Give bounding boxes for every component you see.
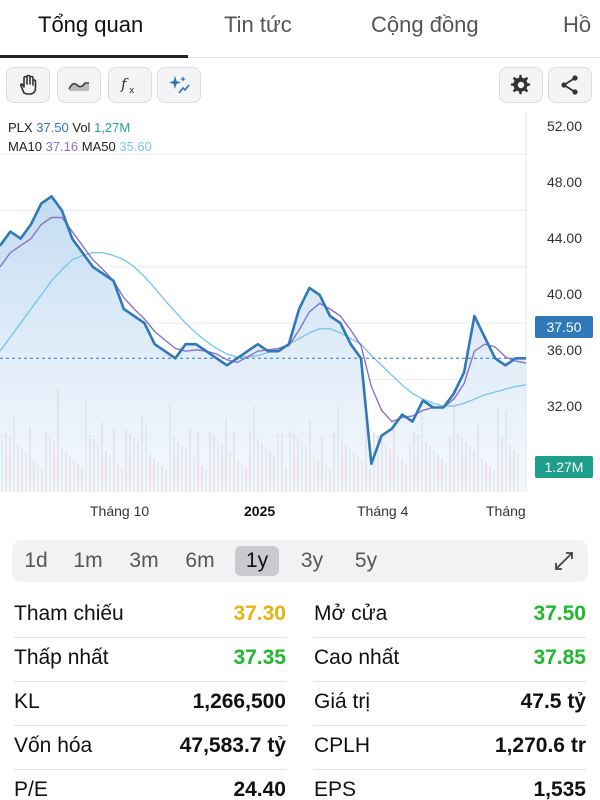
range-3y[interactable]: 3y — [300, 549, 324, 572]
range-5y[interactable]: 5y — [354, 549, 378, 572]
price-area — [0, 196, 526, 492]
hand-icon — [19, 74, 37, 95]
stat-value: 1,270.6 tr — [494, 734, 586, 757]
hand-tool-button[interactable] — [6, 67, 50, 103]
line-style-button[interactable] — [57, 67, 101, 103]
time-range-selector: 1d 1m 3m 6m 1y 3y 5y — [12, 540, 588, 582]
legend-vol-label: Vol — [72, 120, 91, 135]
range-1m[interactable]: 1m — [73, 549, 103, 572]
top-tab-bar: Tổng quan Tin tức Cộng đồng Hồ — [0, 0, 600, 58]
share-button[interactable] — [548, 67, 592, 103]
y-tick-label: 40.00 — [546, 286, 582, 302]
y-tick-label: 44.00 — [546, 230, 582, 246]
y-tick-label: 36.00 — [546, 342, 582, 358]
legend-ma10: 37.16 — [45, 139, 79, 154]
y-tick-label: 52.00 — [546, 118, 582, 134]
legend-ma50: 35.60 — [119, 139, 152, 154]
range-1d[interactable]: 1d — [24, 549, 48, 572]
tab-profile[interactable]: Hồ — [563, 12, 592, 37]
stat-row: EPS 1,535 — [314, 770, 586, 800]
svg-text:x: x — [129, 86, 135, 96]
active-tab-indicator — [0, 55, 188, 58]
stat-row: Thấp nhất 37.35 — [14, 638, 286, 682]
stat-row: P/E 24.40 — [14, 770, 286, 800]
price-line — [0, 195, 526, 466]
range-6m[interactable]: 6m — [185, 549, 215, 572]
y-tick-label: 48.00 — [546, 174, 582, 190]
legend-ma10-label: MA10 — [8, 139, 42, 154]
stat-label: Giá trị — [314, 690, 371, 713]
range-1y[interactable]: 1y — [235, 546, 279, 576]
stat-label: CPLH — [314, 734, 371, 757]
stat-value: 1,266,500 — [192, 690, 286, 713]
x-tick-label: Tháng 10 — [90, 503, 150, 519]
stat-label: Mở cửa — [314, 602, 388, 625]
tab-community[interactable]: Cộng đồng — [371, 12, 479, 37]
stat-value: 47,583.7 tỷ — [179, 734, 286, 757]
stat-row: Giá trị 47.5 tỷ — [314, 682, 586, 726]
stat-value: 37.30 — [233, 602, 286, 625]
stat-value: 37.35 — [233, 646, 286, 669]
ai-analysis-button[interactable] — [157, 67, 201, 103]
legend-ma50-label: MA50 — [81, 139, 116, 154]
stat-label: Cao nhất — [314, 646, 400, 669]
tab-overview[interactable]: Tổng quan — [38, 12, 144, 37]
legend-symbol: PLX — [8, 120, 33, 135]
legend-row-2: MA10 37.16 MA50 35.60 — [8, 139, 152, 154]
stat-label: Tham chiếu — [14, 602, 124, 625]
legend-row-1: PLX 37.50 Vol 1,27M — [8, 120, 130, 135]
stat-label: Thấp nhất — [14, 646, 109, 669]
x-tick-label: Tháng 4 — [357, 503, 409, 519]
svg-text:f: f — [120, 75, 129, 93]
chart-canvas[interactable] — [0, 112, 600, 524]
stat-row: Cao nhất 37.85 — [314, 638, 586, 682]
stat-row: Mở cửa 37.50 — [314, 594, 586, 638]
expand-icon[interactable] — [552, 549, 576, 573]
current-price-tag: 37.50 — [535, 316, 593, 338]
y-tick-label: 32.00 — [546, 398, 582, 414]
stat-value: 47.5 tỷ — [520, 690, 586, 713]
stat-label: P/E — [14, 778, 48, 800]
stat-value: 37.85 — [533, 646, 586, 669]
range-3m[interactable]: 3m — [129, 549, 159, 572]
x-tick-label: Tháng — [486, 503, 526, 519]
stat-value: 37.50 — [533, 602, 586, 625]
gear-icon — [510, 74, 531, 95]
x-tick-label: 2025 — [244, 503, 276, 519]
tab-news[interactable]: Tin tức — [224, 12, 292, 37]
legend-price: 37.50 — [36, 120, 69, 135]
current-volume-tag: 1.27M — [535, 456, 593, 478]
stat-row: Tham chiếu 37.30 — [14, 594, 286, 638]
share-icon — [561, 75, 578, 95]
stat-label: EPS — [314, 778, 357, 800]
legend-vol: 1,27M — [94, 120, 131, 135]
stat-label: KL — [14, 690, 40, 713]
sparkle-icon — [169, 76, 190, 94]
stat-row: CPLH 1,270.6 tr — [314, 726, 586, 770]
stat-row: Vốn hóa 47,583.7 tỷ — [14, 726, 286, 770]
price-chart[interactable]: PLX 37.50 Vol 1,27M MA10 37.16 MA50 35.6… — [0, 112, 600, 524]
stat-value: 1,535 — [533, 778, 586, 800]
stat-row: KL 1,266,500 — [14, 682, 286, 726]
stat-label: Vốn hóa — [14, 734, 93, 757]
stat-value: 24.40 — [233, 778, 286, 800]
wave-icon — [68, 82, 89, 91]
settings-button[interactable] — [499, 67, 543, 103]
ma50-line — [0, 252, 527, 407]
